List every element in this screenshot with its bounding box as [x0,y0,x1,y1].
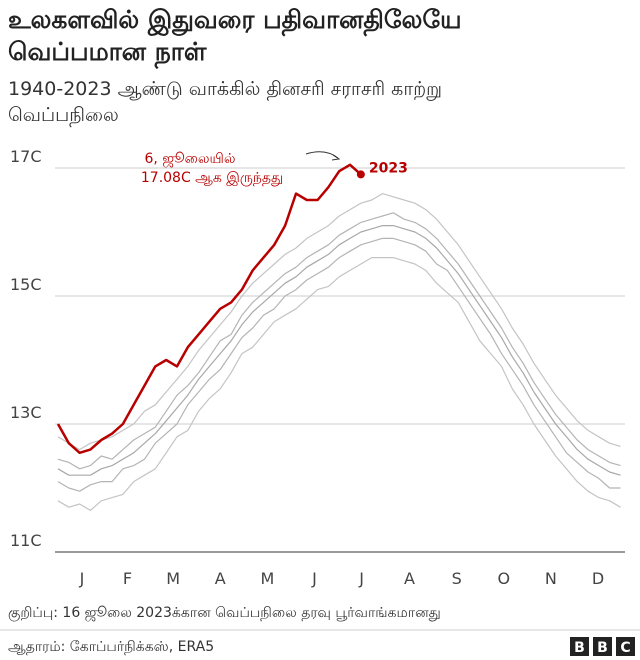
x-tick-label: O [497,569,510,588]
logo-box [616,637,635,656]
x-tick-label: N [545,569,557,588]
line [57,257,621,511]
x-tick-label: A [215,569,226,588]
subtitle-line: 1940-2023 ஆண்டு வாக்கில் தினசரி சராசரி க… [8,78,443,100]
x-tick-label: F [123,569,132,588]
highlight-line [56,163,362,455]
title: உலகளவில் இதுவரை பதிவானதிலேயே வெப்பமான நா… [8,4,462,68]
y-tick-label: 11C [10,531,42,550]
x-tick-label: M [166,569,180,588]
note: குறிப்பு: 16 ஜூலை 2023க்கான வெப்பநிலை தர… [8,605,441,622]
x-tick-label: S [452,569,462,588]
y-tick-label: 13C [10,403,42,422]
logo-letter: C [620,640,630,656]
series-label: 2023 [369,160,408,176]
logo-box [570,637,589,656]
line [57,212,621,470]
y-tick-label: 15C [10,275,42,294]
title-line: வெப்பமான நாள் [8,37,207,66]
line [57,237,621,492]
source: ஆதாரம்: கோப்பர்நிக்கஸ், ERA5 [8,639,214,655]
line [57,225,621,476]
x-tick-label: D [592,569,604,588]
end-dot [356,170,365,179]
subtitle-line: வெப்பநிலை [8,104,119,126]
x-tick-label: A [404,569,415,588]
title-line: உலகளவில் இதுவரை பதிவானதிலேயே [8,5,462,34]
annotation: 6, ஜூலையில் [145,151,236,168]
x-tick-label: J [358,569,364,588]
logo-letter: B [597,640,608,656]
annotation-arrowhead [331,154,341,161]
logo-box [593,637,612,656]
y-tick-label: 17C [10,147,42,166]
x-tick-label: J [311,569,317,588]
logo: B B C [570,637,635,656]
annotation: 17.08C ஆக இருந்தது [141,170,283,186]
x-tick-label: M [260,569,274,588]
x-tick-label: J [79,569,85,588]
subtitle: 1940-2023 ஆண்டு வாக்கில் தினசரி சராசரி க… [8,76,442,128]
logo-letter: B [574,640,585,656]
line [57,193,621,451]
